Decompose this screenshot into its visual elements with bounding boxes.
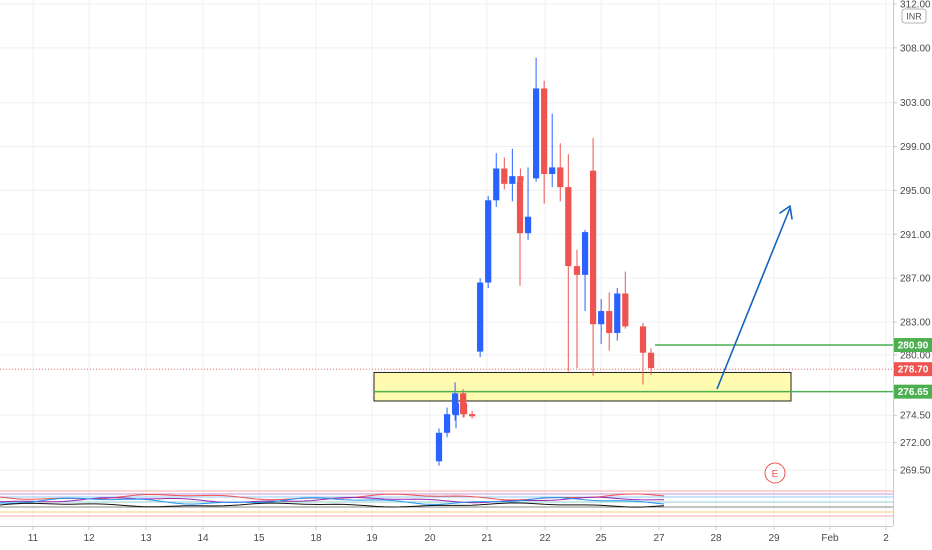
price-label-text: 278.70 [898, 365, 929, 376]
overlays: E [0, 205, 893, 484]
x-tick-label: 18 [310, 533, 322, 544]
price-label-box [894, 362, 932, 377]
indicator-panel [0, 490, 893, 517]
y-tick-label: 308.00 [900, 43, 931, 54]
candle-body[interactable] [639, 326, 647, 353]
y-tick-label: 295.00 [900, 186, 931, 197]
candle-body[interactable] [435, 432, 443, 462]
x-tick-label: 2 [883, 533, 889, 544]
x-axis[interactable]: 11 12 13 14 15 18 19 20 21 22 25 27 28 29 Feb 2 [0, 526, 893, 544]
indicator-series [0, 502, 665, 508]
event-marker-label: E [772, 469, 779, 480]
candle-body[interactable] [493, 168, 500, 201]
candle-body[interactable] [573, 266, 581, 275]
price-label-box [894, 338, 932, 353]
x-tick-label: Feb [821, 533, 839, 544]
candle-body[interactable] [443, 414, 451, 433]
candle-body[interactable] [647, 352, 655, 369]
y-tick-label: 287.00 [900, 274, 931, 285]
y-tick-label: 299.00 [900, 142, 931, 153]
x-tick-label: 27 [653, 533, 665, 544]
indicator-series [0, 497, 665, 505]
candle-body[interactable] [598, 311, 605, 325]
arrow-line [716, 207, 791, 390]
price-label-text: 276.65 [898, 387, 929, 398]
candle-body[interactable] [460, 403, 468, 415]
support-zone-rect [373, 371, 792, 402]
candle-body[interactable] [614, 293, 621, 333]
candle-body[interactable] [477, 282, 484, 352]
y-tick-label: 283.00 [900, 318, 931, 329]
currency-label: INR [906, 12, 922, 22]
price-label-text: 280.90 [898, 341, 929, 352]
x-tick-label: 25 [595, 533, 607, 544]
candle-body[interactable] [509, 176, 516, 184]
candle-body[interactable] [565, 187, 572, 267]
x-tick-label: 15 [253, 533, 265, 544]
currency-badge[interactable] [901, 8, 927, 24]
candle-body[interactable] [516, 181, 524, 234]
price-label-box [894, 384, 932, 399]
x-tick-label: 29 [768, 533, 780, 544]
candle-body[interactable] [541, 88, 548, 174]
candle-body[interactable] [533, 88, 540, 179]
candle-body[interactable] [622, 293, 629, 327]
candle-body[interactable] [485, 200, 492, 283]
x-tick-label: 21 [481, 533, 493, 544]
y-tick-label: 274.50 [900, 411, 931, 422]
y-tick-label: 312.00 [900, 0, 931, 11]
candle-body[interactable] [590, 170, 597, 325]
candle-body[interactable] [501, 168, 508, 184]
candle-body[interactable] [549, 167, 556, 174]
event-marker[interactable] [764, 462, 786, 484]
x-tick-label: 19 [366, 533, 378, 544]
y-tick-label: 291.00 [900, 230, 931, 241]
candle-body[interactable] [606, 311, 613, 333]
x-tick-label: 28 [710, 533, 722, 544]
y-tick-label: 269.50 [900, 466, 931, 477]
candle-body[interactable] [581, 232, 589, 275]
candle-body[interactable] [469, 414, 476, 417]
grid [0, 0, 893, 526]
x-tick-label: 12 [83, 533, 95, 544]
arrow-head [779, 205, 793, 220]
candle-body[interactable] [524, 216, 532, 234]
x-tick-label: 20 [424, 533, 436, 544]
candle-body[interactable] [557, 167, 564, 188]
y-tick-label: 280.00 [900, 350, 931, 361]
candles [435, 57, 655, 466]
y-tick-label: 272.00 [900, 438, 931, 449]
x-tick-label: 11 [28, 533, 39, 544]
candle-body[interactable] [452, 403, 460, 416]
x-tick-label: 14 [197, 533, 209, 544]
y-axis[interactable]: 312.00 308.00 303.00 299.00 295.00 291.00 287.… [893, 0, 932, 526]
y-tick-label: 303.00 [900, 98, 931, 109]
x-tick-label: 13 [140, 533, 152, 544]
x-tick-label: 22 [539, 533, 551, 544]
support-zone [373, 371, 792, 402]
